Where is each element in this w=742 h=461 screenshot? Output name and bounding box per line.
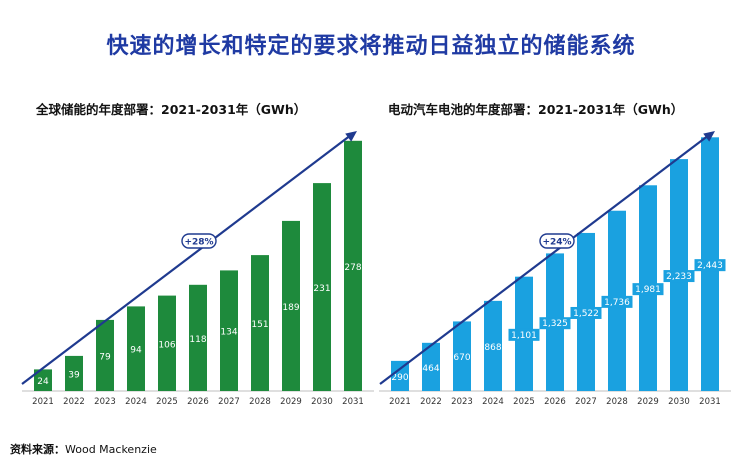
left-tick-2030: 2030 bbox=[311, 397, 333, 407]
right-label-bg-2031 bbox=[694, 259, 726, 272]
right-value-label-2024: 868 bbox=[484, 343, 501, 353]
right-value-label-2030: 2,233 bbox=[666, 272, 692, 282]
page-title: 快速的增长和特定的要求将推动日益独立的储能系统 bbox=[106, 34, 636, 59]
left-tick-2029: 2029 bbox=[280, 397, 302, 407]
right-bar-2022 bbox=[422, 342, 440, 391]
right-label-bg-2030 bbox=[663, 270, 695, 283]
right-tick-2028: 2028 bbox=[606, 397, 628, 407]
left-bar-2028 bbox=[251, 255, 269, 391]
left-trend-arrow bbox=[21, 134, 352, 385]
left-chart-title: 全球储能的年度部署：2021-2031年（GWh） bbox=[36, 102, 307, 117]
right-value-label-2023: 670 bbox=[453, 353, 470, 363]
right-value-label-2031: 2,443 bbox=[697, 261, 723, 271]
right-tick-2021: 2021 bbox=[389, 397, 411, 407]
left-value-label-2024: 94 bbox=[130, 346, 142, 356]
left-bar-2023 bbox=[96, 319, 114, 391]
right-tick-2027: 2027 bbox=[575, 397, 597, 407]
left-value-label-2021: 24 bbox=[37, 377, 49, 387]
left-bar-2027 bbox=[220, 270, 238, 391]
left-bar-2024 bbox=[127, 306, 145, 391]
right-label-bg-2026 bbox=[539, 317, 571, 330]
right-chart-title: 电动汽车电池的年度部署：2021-2031年（GWh） bbox=[388, 102, 684, 117]
left-value-label-2022: 39 bbox=[68, 370, 80, 380]
left-bar-2022 bbox=[65, 355, 83, 391]
left-tick-2024: 2024 bbox=[125, 397, 147, 407]
left-tick-2028: 2028 bbox=[249, 397, 271, 407]
right-value-label-2025: 1,101 bbox=[511, 331, 537, 341]
right-label-bg-2025 bbox=[508, 328, 540, 341]
left-value-label-2029: 189 bbox=[282, 303, 299, 313]
right-label-bg-2029 bbox=[632, 283, 664, 296]
left-bar-2021 bbox=[34, 369, 52, 391]
left-tick-2025: 2025 bbox=[156, 397, 178, 407]
left-tick-2031: 2031 bbox=[342, 397, 364, 407]
right-value-label-2021: 290 bbox=[391, 373, 408, 383]
left-tick-2021: 2021 bbox=[32, 397, 54, 407]
right-trend-arrow bbox=[379, 134, 710, 385]
right-bar-chart: 290 2021 464 2022 670 2023 868 2024 1,101 2025 1,3… bbox=[379, 131, 731, 407]
right-tick-2022: 2022 bbox=[420, 397, 442, 407]
right-tick-2024: 2024 bbox=[482, 397, 504, 407]
right-value-label-2022: 464 bbox=[422, 364, 439, 374]
right-tick-2031: 2031 bbox=[699, 397, 721, 407]
right-value-label-2029: 1,981 bbox=[635, 285, 661, 295]
source-label: 资料来源： bbox=[10, 443, 65, 456]
left-bar-2029 bbox=[282, 220, 300, 391]
right-bar-2024 bbox=[484, 300, 502, 391]
right-growth-badge bbox=[539, 233, 575, 249]
left-value-label-2027: 134 bbox=[220, 328, 237, 338]
right-label-bg-2028 bbox=[601, 295, 633, 308]
left-value-label-2025: 106 bbox=[158, 340, 175, 350]
left-bar-2030 bbox=[313, 183, 331, 391]
right-bar-2021 bbox=[391, 360, 409, 391]
left-value-label-2026: 118 bbox=[189, 335, 206, 345]
right-bar-2023 bbox=[453, 321, 471, 391]
right-tick-2030: 2030 bbox=[668, 397, 690, 407]
right-tick-2025: 2025 bbox=[513, 397, 535, 407]
left-value-label-2023: 79 bbox=[99, 352, 111, 362]
source-note: 资料来源：Wood Mackenzie bbox=[10, 441, 157, 457]
right-tick-2029: 2029 bbox=[637, 397, 659, 407]
left-growth-label: +28% bbox=[184, 238, 213, 248]
left-tick-2026: 2026 bbox=[187, 397, 209, 407]
right-value-label-2026: 1,325 bbox=[542, 319, 568, 329]
left-tick-2022: 2022 bbox=[63, 397, 85, 407]
left-value-label-2028: 151 bbox=[251, 320, 268, 330]
source-value: Wood Mackenzie bbox=[65, 443, 157, 456]
right-growth-label: +24% bbox=[542, 238, 571, 248]
left-bar-chart: 24 2021 39 2022 79 2023 94 2024 106 2025 118 2026 13… bbox=[21, 131, 374, 407]
left-tick-2027: 2027 bbox=[218, 397, 240, 407]
right-trend-arrowhead bbox=[703, 131, 715, 142]
left-bar-2026 bbox=[189, 284, 207, 391]
left-value-label-2031: 278 bbox=[344, 263, 361, 273]
left-bar-2031 bbox=[344, 140, 362, 391]
left-trend-arrowhead bbox=[345, 131, 357, 142]
left-value-label-2030: 231 bbox=[313, 284, 330, 294]
left-growth-badge bbox=[181, 233, 217, 249]
left-bar-2025 bbox=[158, 295, 176, 391]
right-label-bg-2027 bbox=[570, 306, 602, 319]
right-tick-2023: 2023 bbox=[451, 397, 473, 407]
left-tick-2023: 2023 bbox=[94, 397, 116, 407]
right-value-label-2027: 1,522 bbox=[573, 309, 599, 319]
right-value-label-2028: 1,736 bbox=[604, 298, 630, 308]
right-tick-2026: 2026 bbox=[544, 397, 566, 407]
